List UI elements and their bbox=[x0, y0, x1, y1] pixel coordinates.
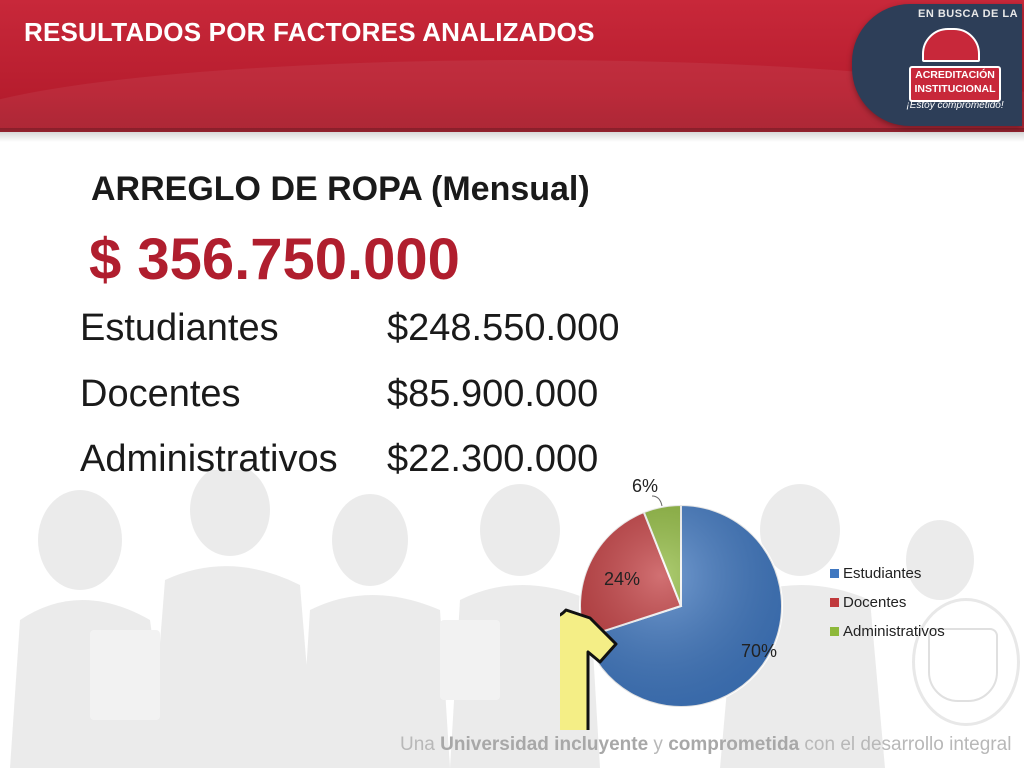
slide-subtitle: ARREGLO DE ROPA (Mensual) bbox=[91, 170, 590, 208]
pie-data-label: 70% bbox=[741, 641, 777, 661]
legend-swatch bbox=[830, 627, 839, 636]
slide-header-title: RESULTADOS POR FACTORES ANALIZADOS bbox=[24, 17, 595, 47]
tshirt-icon bbox=[560, 608, 618, 730]
legend-label: Estudiantes bbox=[843, 565, 921, 582]
logo-text-box: ACREDITACIÓN INSTITUCIONAL bbox=[909, 66, 1001, 102]
logo-line-1: ACREDITACIÓN bbox=[915, 69, 995, 81]
pie-slices bbox=[579, 503, 783, 708]
cost-row-label: Administrativos bbox=[80, 438, 338, 480]
legend-label: Docentes bbox=[843, 594, 906, 611]
legend-swatch bbox=[830, 569, 839, 578]
pie-data-labels: 70% 24% 6% bbox=[604, 476, 777, 661]
university-seal-icon bbox=[912, 598, 1020, 726]
pie-leader-line bbox=[651, 495, 663, 507]
cost-row-value: $22.300.000 bbox=[387, 438, 599, 480]
footer-text-4: comprometida bbox=[668, 734, 800, 755]
pie-shading bbox=[580, 505, 782, 707]
logo-tagline: ¡Estoy comprometido! bbox=[906, 100, 1004, 111]
logo-line-2: INSTITUCIONAL bbox=[914, 83, 996, 95]
footer-text-5: con el desarrollo integral bbox=[799, 734, 1012, 755]
pie-chart: 70% 24% 6% Estudiantes Docentes Administrati… bbox=[560, 476, 945, 730]
footer-slogan: Una Universidad incluyente y comprometid… bbox=[400, 734, 1011, 756]
cost-row-label: Estudiantes bbox=[80, 307, 279, 349]
pie-data-label: 24% bbox=[604, 569, 640, 589]
legend-label: Administrativos bbox=[843, 623, 945, 640]
cost-row-label: Docentes bbox=[80, 373, 241, 415]
legend-swatch bbox=[830, 598, 839, 607]
logo-building-icon bbox=[922, 28, 980, 62]
cost-row-value: $248.550.000 bbox=[387, 307, 620, 349]
logo-arc-text: EN BUSCA DE LA bbox=[918, 8, 1019, 20]
total-amount: $ 356.750.000 bbox=[89, 227, 460, 292]
seal-shield-icon bbox=[928, 628, 998, 702]
pie-data-label: 6% bbox=[632, 476, 658, 496]
footer-text-2: Universidad incluyente bbox=[440, 734, 649, 755]
footer-text-1: Una bbox=[400, 734, 441, 755]
accreditation-logo bbox=[852, 4, 1022, 126]
footer-text-3: y bbox=[648, 734, 669, 755]
chart-legend: Estudiantes Docentes Administrativos bbox=[830, 565, 945, 640]
cost-row-value: $85.900.000 bbox=[387, 373, 599, 415]
header-shadow bbox=[0, 128, 1024, 142]
